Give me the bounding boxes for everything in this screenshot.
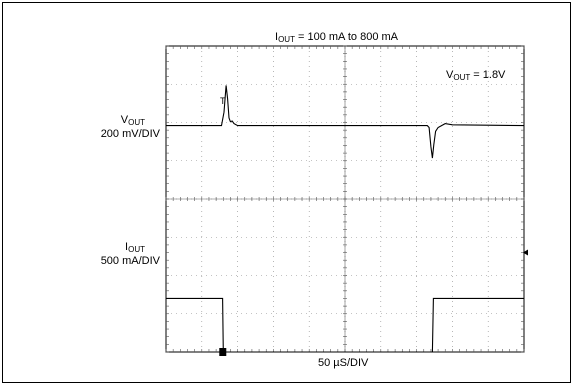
trigger-level-arrow xyxy=(523,249,528,256)
grid xyxy=(165,45,525,353)
channel-1-ground-marker xyxy=(219,348,227,356)
iout-scale-label: 500 mA/DIV xyxy=(100,255,160,267)
iout-channel-label: IOUT xyxy=(125,241,145,254)
vout-trace xyxy=(166,85,525,159)
vout-value-annotation: VOUT = 1.8V xyxy=(446,69,506,82)
traces xyxy=(166,85,525,353)
vout-scale-label: 200 mV/DIV xyxy=(100,128,160,140)
chart-title: IOUT = 100 mA to 800 mA xyxy=(275,31,398,44)
x-axis-label: 50 µS/DIV xyxy=(318,357,369,369)
figure-frame xyxy=(2,2,571,383)
iout-trace xyxy=(166,297,524,353)
trigger-marker: T xyxy=(220,96,226,106)
markers: T xyxy=(219,96,528,356)
vout-channel-label: VOUT xyxy=(120,114,145,127)
